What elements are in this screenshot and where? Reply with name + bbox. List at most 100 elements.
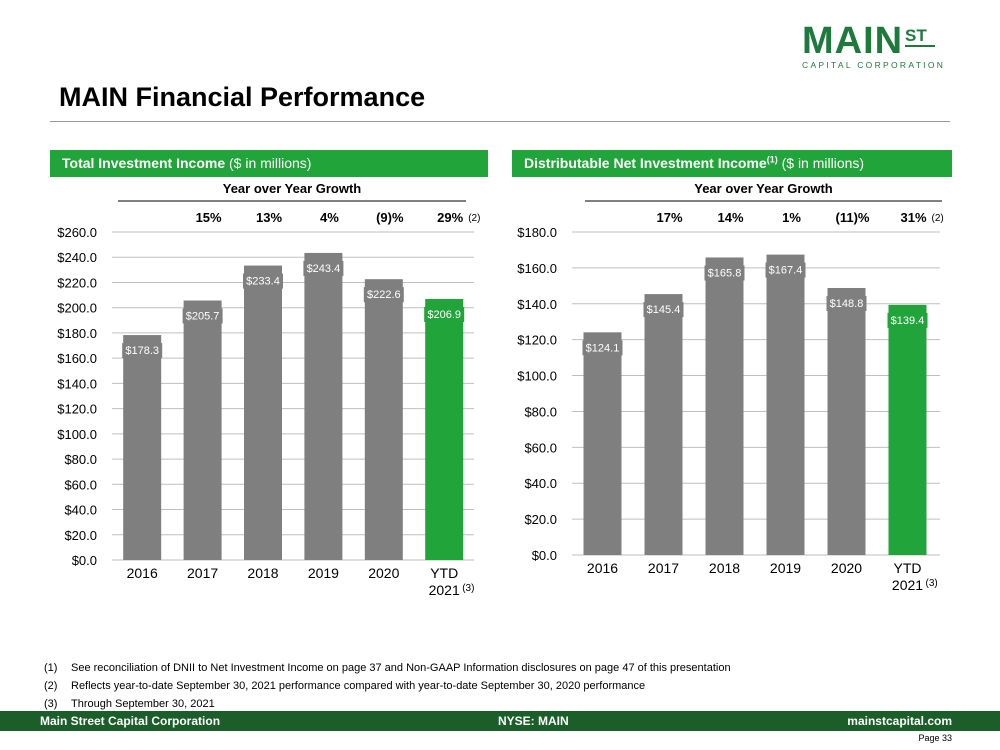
data-label: $148.8 — [830, 298, 864, 310]
bar — [888, 304, 927, 555]
footer-company: Main Street Capital Corporation — [40, 714, 221, 728]
footnote-number: (2) — [44, 680, 58, 692]
data-label: $243.4 — [307, 263, 341, 275]
data-label: $145.4 — [647, 304, 681, 316]
growth-value: 15% — [196, 210, 222, 225]
y-tick-label: $20.0 — [524, 512, 557, 527]
y-tick-label: $0.0 — [72, 553, 97, 568]
title-divider — [50, 121, 950, 122]
data-label-bg — [424, 306, 465, 322]
data-label-bg — [122, 343, 163, 359]
panel-title-footnote: (1) — [766, 154, 778, 165]
data-label-bg — [826, 295, 867, 311]
growth-value: 14% — [717, 210, 743, 225]
growth-value: 4% — [320, 210, 339, 225]
y-tick-label: $60.0 — [524, 440, 557, 455]
y-tick-label: $240.0 — [57, 250, 97, 265]
data-label-bg — [182, 308, 223, 324]
growth-header: Year over Year Growth — [694, 181, 833, 196]
y-tick-label: $200.0 — [57, 301, 97, 316]
growth-value: 31% — [900, 210, 926, 225]
x-tick-label: 2016 — [587, 560, 618, 576]
y-tick-label: $0.0 — [532, 548, 557, 563]
y-tick-label: $220.0 — [57, 275, 97, 290]
x-tick-label: 2019 — [308, 565, 339, 581]
x-tick-label: 2020 — [368, 565, 399, 581]
data-label-bg — [303, 260, 344, 276]
bar — [364, 279, 403, 560]
data-label: $178.3 — [125, 345, 159, 357]
bar — [705, 257, 744, 555]
x-tick-label: YTD — [894, 560, 922, 576]
growth-header: Year over Year Growth — [223, 181, 362, 196]
footer-website-link[interactable]: mainstcapital.com — [847, 714, 952, 728]
y-tick-label: $140.0 — [517, 297, 557, 312]
y-tick-label: $180.0 — [57, 326, 97, 341]
footnote-number: (3) — [44, 698, 58, 710]
y-tick-label: $80.0 — [64, 452, 97, 467]
y-tick-label: $40.0 — [524, 476, 557, 491]
panel-title-rest: ($ in millions) — [225, 155, 312, 171]
footnote-text: Reflects year-to-date September 30, 2021… — [71, 680, 646, 692]
bar — [583, 332, 622, 555]
y-tick-label: $40.0 — [64, 503, 97, 518]
y-tick-label: $260.0 — [57, 225, 97, 240]
footer-ticker: NYSE: MAIN — [498, 714, 569, 728]
y-tick-label: $100.0 — [517, 369, 557, 384]
growth-footnote: (2) — [932, 213, 944, 224]
data-label: $165.8 — [708, 267, 742, 279]
data-label-bg — [643, 302, 684, 318]
y-tick-label: $60.0 — [64, 477, 97, 492]
bar — [304, 252, 343, 561]
growth-value: 29% — [437, 210, 463, 225]
x-tick-label: 2021 — [429, 582, 460, 598]
panel-header-total-investment-income: Total Investment Income ($ in millions) — [50, 150, 488, 177]
footnote-text: See reconciliation of DNII to Net Invest… — [71, 662, 731, 674]
panel-header-dnii: Distributable Net Investment Income(1) (… — [512, 150, 952, 177]
panel-title-bold: Total Investment Income — [62, 155, 226, 171]
x-tick-label: 2020 — [831, 560, 862, 576]
x-tick-label: 2016 — [127, 565, 158, 581]
logo-main-text: MAIN — [802, 20, 904, 62]
x-tick-label: 2018 — [709, 560, 740, 576]
footnote-number: (1) — [44, 662, 58, 674]
data-label: $139.4 — [891, 315, 925, 327]
growth-value: 1% — [782, 210, 801, 225]
growth-value: (9)% — [376, 210, 404, 225]
footnote-1: (1) See reconciliation of DNII to Net Inv… — [44, 659, 731, 677]
panel-title-bold: Distributable Net Investment Income — [524, 155, 767, 171]
y-tick-label: $180.0 — [517, 225, 557, 240]
x-tick-label: YTD — [430, 565, 458, 581]
y-tick-label: $100.0 — [57, 427, 97, 442]
x-tick-footnote: (3) — [462, 583, 474, 594]
y-tick-label: $120.0 — [517, 333, 557, 348]
logo-st-text: ST — [905, 26, 927, 45]
page-title: MAIN Financial Performance — [59, 82, 426, 112]
y-tick-label: $140.0 — [57, 376, 97, 391]
y-tick-label: $120.0 — [57, 402, 97, 417]
bar — [123, 335, 162, 560]
data-label: $205.7 — [186, 311, 220, 323]
y-tick-label: $160.0 — [517, 261, 557, 276]
y-tick-label: $20.0 — [64, 528, 97, 543]
logo-underline — [905, 45, 935, 47]
bar — [244, 265, 282, 560]
bar — [425, 298, 464, 560]
data-label: $222.6 — [367, 289, 401, 301]
data-label: $124.1 — [586, 342, 620, 354]
logo-subtitle: CAPITAL CORPORATION — [802, 60, 946, 70]
data-label-bg — [704, 265, 745, 281]
data-label: $233.4 — [246, 276, 280, 288]
data-label-bg — [887, 312, 928, 328]
data-label: $206.9 — [427, 309, 461, 321]
growth-footnote: (2) — [468, 213, 480, 224]
panel-title-rest: ($ in millions) — [777, 155, 865, 171]
y-tick-label: $80.0 — [524, 404, 557, 419]
x-tick-label: 2021 — [892, 577, 923, 593]
footnotes: (1) See reconciliation of DNII to Net Inv… — [44, 659, 731, 713]
growth-value: 17% — [656, 210, 682, 225]
growth-value: (11)% — [836, 210, 870, 225]
x-tick-label: 2017 — [187, 565, 218, 581]
data-label-bg — [765, 262, 806, 278]
data-label-bg — [582, 340, 623, 356]
